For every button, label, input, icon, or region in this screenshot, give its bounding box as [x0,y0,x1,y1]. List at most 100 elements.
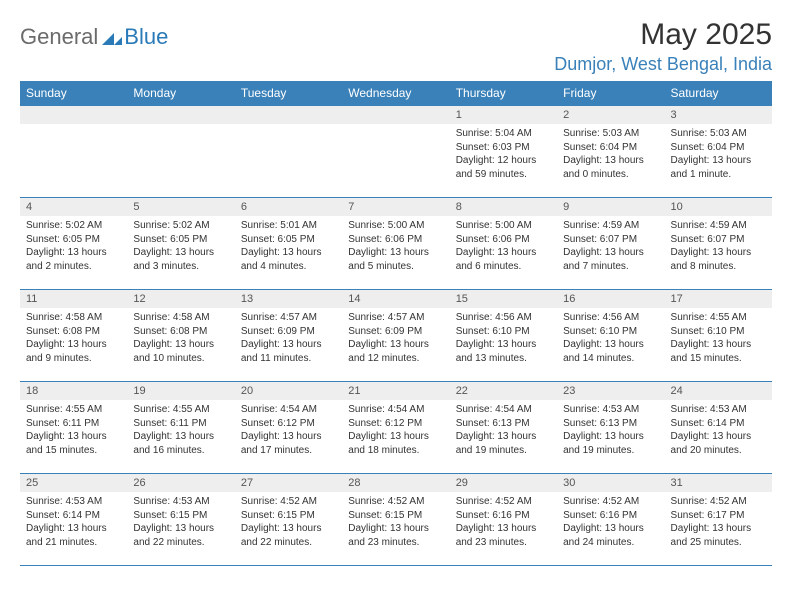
daylight-line: Daylight: 13 hours and 15 minutes. [671,338,766,365]
day-number: 28 [342,474,449,492]
calendar-cell: 20Sunrise: 4:54 AMSunset: 6:12 PMDayligh… [235,382,342,474]
logo-text-blue: Blue [124,24,168,50]
weekday-header: Wednesday [342,81,449,106]
day-details: Sunrise: 5:03 AMSunset: 6:04 PMDaylight:… [557,124,664,185]
sunrise-line: Sunrise: 4:52 AM [241,495,336,509]
page-title: May 2025 [554,18,772,52]
day-number: 31 [665,474,772,492]
calendar-cell: 18Sunrise: 4:55 AMSunset: 6:11 PMDayligh… [20,382,127,474]
day-details: Sunrise: 4:58 AMSunset: 6:08 PMDaylight:… [20,308,127,369]
daylight-line: Daylight: 13 hours and 13 minutes. [456,338,551,365]
daylight-line: Daylight: 13 hours and 23 minutes. [348,522,443,549]
day-number: 20 [235,382,342,400]
sunrise-line: Sunrise: 4:58 AM [133,311,228,325]
weekday-header: Tuesday [235,81,342,106]
sunrise-line: Sunrise: 4:54 AM [241,403,336,417]
day-details: Sunrise: 5:00 AMSunset: 6:06 PMDaylight:… [342,216,449,277]
daylight-line: Daylight: 13 hours and 18 minutes. [348,430,443,457]
calendar-row: 18Sunrise: 4:55 AMSunset: 6:11 PMDayligh… [20,382,772,474]
calendar-cell: 1Sunrise: 5:04 AMSunset: 6:03 PMDaylight… [450,106,557,198]
calendar-row: 25Sunrise: 4:53 AMSunset: 6:14 PMDayligh… [20,474,772,566]
sunrise-line: Sunrise: 4:52 AM [671,495,766,509]
calendar-row: 4Sunrise: 5:02 AMSunset: 6:05 PMDaylight… [20,198,772,290]
daylight-line: Daylight: 13 hours and 9 minutes. [26,338,121,365]
calendar-cell: 4Sunrise: 5:02 AMSunset: 6:05 PMDaylight… [20,198,127,290]
calendar-cell: 21Sunrise: 4:54 AMSunset: 6:12 PMDayligh… [342,382,449,474]
day-number-empty [342,106,449,124]
header: General Blue May 2025 Dumjor, West Benga… [20,18,772,75]
sunset-line: Sunset: 6:09 PM [241,325,336,339]
day-details: Sunrise: 4:52 AMSunset: 6:16 PMDaylight:… [450,492,557,553]
sunrise-line: Sunrise: 4:54 AM [456,403,551,417]
day-details: Sunrise: 4:55 AMSunset: 6:10 PMDaylight:… [665,308,772,369]
sunrise-line: Sunrise: 4:56 AM [563,311,658,325]
daylight-line: Daylight: 13 hours and 15 minutes. [26,430,121,457]
sunrise-line: Sunrise: 5:00 AM [456,219,551,233]
weekday-header: Thursday [450,81,557,106]
daylight-line: Daylight: 13 hours and 2 minutes. [26,246,121,273]
calendar-cell: 25Sunrise: 4:53 AMSunset: 6:14 PMDayligh… [20,474,127,566]
daylight-line: Daylight: 13 hours and 8 minutes. [671,246,766,273]
day-details: Sunrise: 4:53 AMSunset: 6:13 PMDaylight:… [557,400,664,461]
sunrise-line: Sunrise: 4:53 AM [563,403,658,417]
calendar-cell: 5Sunrise: 5:02 AMSunset: 6:05 PMDaylight… [127,198,234,290]
day-details: Sunrise: 4:52 AMSunset: 6:17 PMDaylight:… [665,492,772,553]
day-details: Sunrise: 4:56 AMSunset: 6:10 PMDaylight:… [557,308,664,369]
day-number: 4 [20,198,127,216]
daylight-line: Daylight: 13 hours and 21 minutes. [26,522,121,549]
day-details: Sunrise: 5:00 AMSunset: 6:06 PMDaylight:… [450,216,557,277]
sunrise-line: Sunrise: 4:55 AM [133,403,228,417]
sunset-line: Sunset: 6:05 PM [133,233,228,247]
sunrise-line: Sunrise: 4:52 AM [563,495,658,509]
sunrise-line: Sunrise: 4:53 AM [671,403,766,417]
daylight-line: Daylight: 13 hours and 20 minutes. [671,430,766,457]
sunrise-line: Sunrise: 4:53 AM [133,495,228,509]
sunset-line: Sunset: 6:16 PM [456,509,551,523]
day-number: 19 [127,382,234,400]
sunrise-line: Sunrise: 5:03 AM [671,127,766,141]
day-number: 15 [450,290,557,308]
day-number-empty [127,106,234,124]
sunrise-line: Sunrise: 4:54 AM [348,403,443,417]
sunset-line: Sunset: 6:07 PM [671,233,766,247]
sunrise-line: Sunrise: 4:52 AM [456,495,551,509]
day-number: 1 [450,106,557,124]
sunset-line: Sunset: 6:13 PM [563,417,658,431]
calendar-cell: 27Sunrise: 4:52 AMSunset: 6:15 PMDayligh… [235,474,342,566]
sunset-line: Sunset: 6:17 PM [671,509,766,523]
sunset-line: Sunset: 6:08 PM [133,325,228,339]
day-number: 30 [557,474,664,492]
day-details: Sunrise: 4:54 AMSunset: 6:12 PMDaylight:… [235,400,342,461]
calendar-cell: 8Sunrise: 5:00 AMSunset: 6:06 PMDaylight… [450,198,557,290]
day-details: Sunrise: 4:53 AMSunset: 6:14 PMDaylight:… [20,492,127,553]
day-number: 25 [20,474,127,492]
sunset-line: Sunset: 6:15 PM [241,509,336,523]
sunrise-line: Sunrise: 4:59 AM [563,219,658,233]
sunrise-line: Sunrise: 4:59 AM [671,219,766,233]
calendar-cell: 30Sunrise: 4:52 AMSunset: 6:16 PMDayligh… [557,474,664,566]
weekday-header-row: SundayMondayTuesdayWednesdayThursdayFrid… [20,81,772,106]
daylight-line: Daylight: 13 hours and 11 minutes. [241,338,336,365]
calendar-cell: 3Sunrise: 5:03 AMSunset: 6:04 PMDaylight… [665,106,772,198]
sunset-line: Sunset: 6:11 PM [26,417,121,431]
day-number: 27 [235,474,342,492]
daylight-line: Daylight: 13 hours and 19 minutes. [456,430,551,457]
location-label: Dumjor, West Bengal, India [554,54,772,75]
sunset-line: Sunset: 6:04 PM [563,141,658,155]
calendar-cell: 23Sunrise: 4:53 AMSunset: 6:13 PMDayligh… [557,382,664,474]
day-number-empty [20,106,127,124]
day-details: Sunrise: 4:57 AMSunset: 6:09 PMDaylight:… [342,308,449,369]
title-block: May 2025 Dumjor, West Bengal, India [554,18,772,75]
sunset-line: Sunset: 6:10 PM [563,325,658,339]
calendar-cell: 14Sunrise: 4:57 AMSunset: 6:09 PMDayligh… [342,290,449,382]
day-details: Sunrise: 5:03 AMSunset: 6:04 PMDaylight:… [665,124,772,185]
day-number: 11 [20,290,127,308]
day-number: 18 [20,382,127,400]
daylight-line: Daylight: 13 hours and 7 minutes. [563,246,658,273]
daylight-line: Daylight: 13 hours and 19 minutes. [563,430,658,457]
day-number: 10 [665,198,772,216]
sunset-line: Sunset: 6:05 PM [26,233,121,247]
sunrise-line: Sunrise: 4:57 AM [348,311,443,325]
sunrise-line: Sunrise: 5:01 AM [241,219,336,233]
calendar-cell: 22Sunrise: 4:54 AMSunset: 6:13 PMDayligh… [450,382,557,474]
